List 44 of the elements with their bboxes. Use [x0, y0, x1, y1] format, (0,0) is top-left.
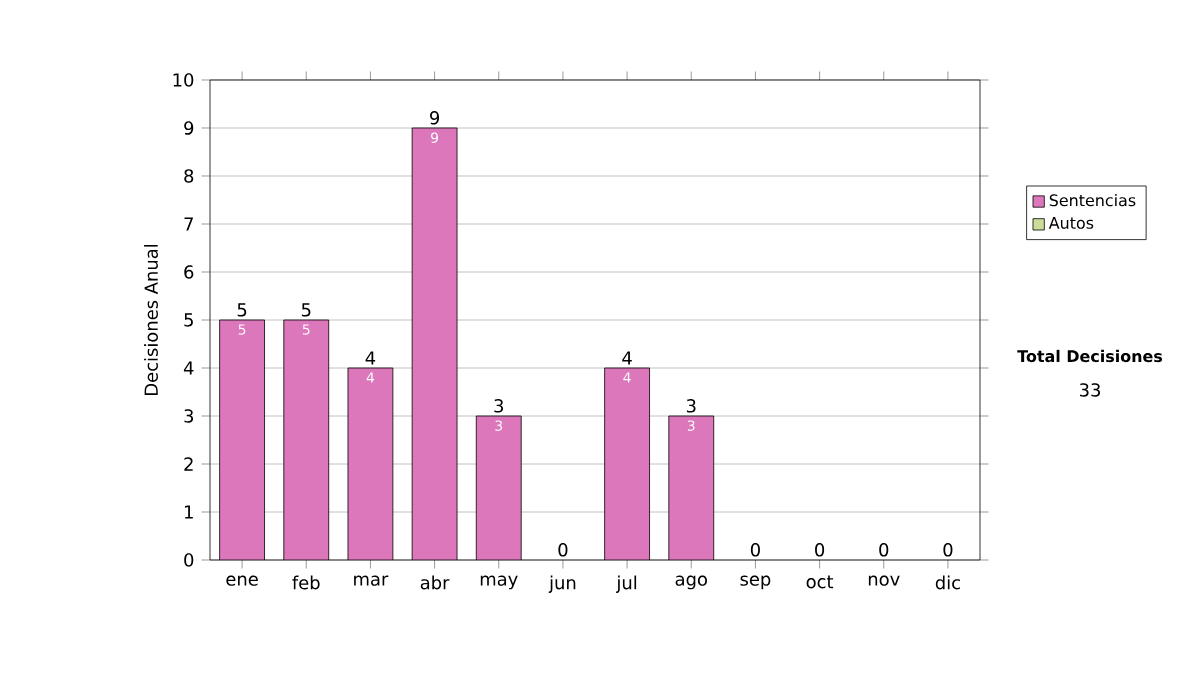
bar	[411, 127, 458, 560]
y-tick-label: 10	[173, 73, 194, 87]
total-label: 4	[622, 351, 632, 365]
total-label: 3	[686, 399, 696, 413]
y-tick-label: 0	[184, 553, 194, 567]
total-label: 0	[943, 543, 953, 557]
total-label: 0	[879, 543, 889, 557]
total-label: 9	[430, 111, 440, 125]
x-tick-label: sep	[740, 575, 771, 590]
y-tick-label: 8	[184, 169, 194, 183]
y-tick-label: 4	[183, 361, 194, 375]
x-tick-label: dic	[935, 575, 960, 590]
total-label: 5	[237, 303, 247, 317]
text: 33	[1079, 383, 1100, 397]
x-tick-label: mar	[354, 575, 389, 586]
total-label: 5	[301, 303, 311, 317]
y-tick-label: 2	[184, 457, 193, 471]
total-label: 0	[558, 543, 568, 557]
x-tick-label: abr	[420, 575, 450, 590]
y-tick-label: 6	[184, 265, 194, 279]
bar	[347, 367, 394, 560]
y-tick-label: 7	[184, 217, 193, 231]
y-tick-label: 9	[184, 121, 194, 135]
bar	[283, 319, 330, 560]
y-tick-label: 5	[184, 313, 193, 327]
bar	[604, 367, 650, 560]
y-tick-label: 3	[184, 409, 194, 423]
y-tick-label: 1	[185, 505, 193, 519]
bar	[219, 319, 265, 560]
x-tick-label: feb	[292, 575, 320, 590]
x-tick-label: oct	[806, 575, 834, 589]
total-label: 3	[494, 399, 504, 413]
x-tick-label: ene	[226, 575, 258, 586]
x-tick-label: may	[480, 575, 518, 590]
x-tick-label: nov	[868, 575, 900, 586]
y-axis-title: Decisiones Anual	[144, 244, 158, 395]
total-label: 0	[815, 543, 825, 557]
x-tick-label: jun	[548, 575, 576, 593]
bar	[475, 415, 522, 560]
total-label: 0	[750, 543, 760, 557]
bar	[668, 415, 715, 560]
total-label: 4	[365, 351, 376, 365]
x-tick-label: ago	[675, 575, 707, 590]
x-tick-label: jul	[616, 575, 637, 593]
